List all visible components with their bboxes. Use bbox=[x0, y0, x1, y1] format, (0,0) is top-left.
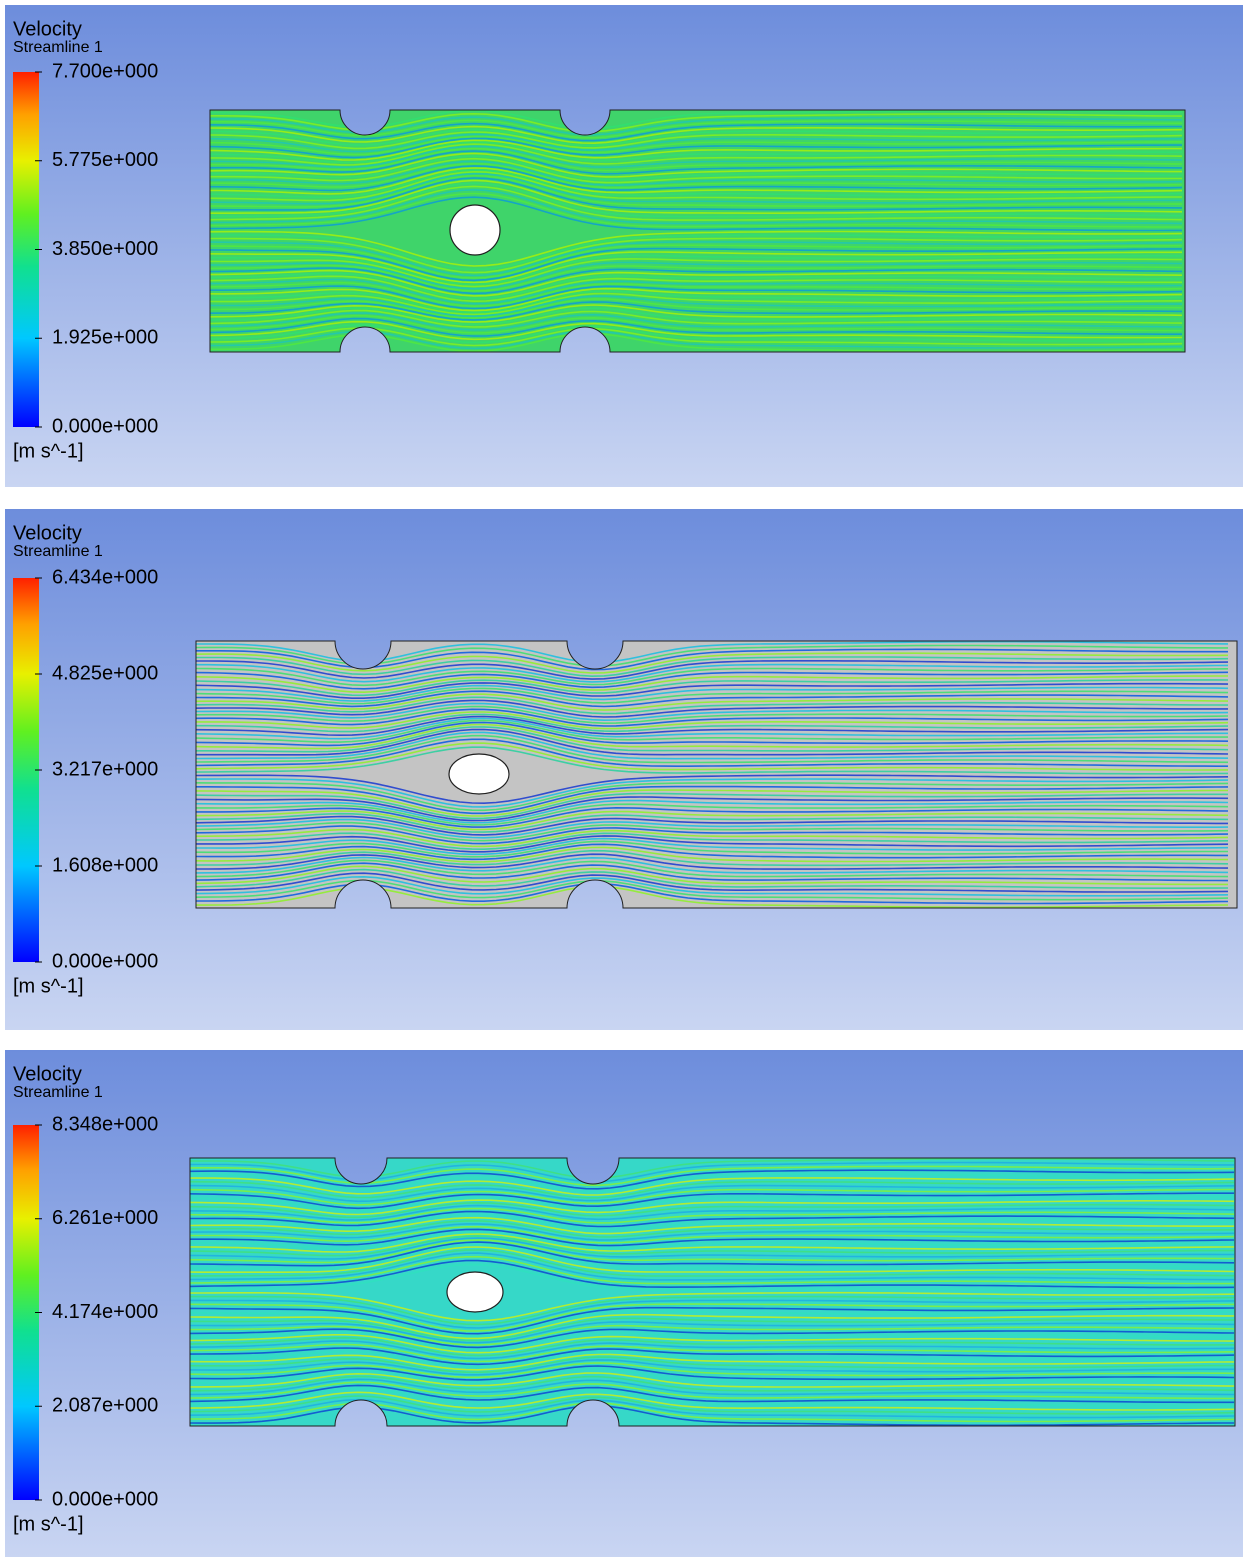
legend-unit: [m s^-1] bbox=[13, 975, 84, 997]
panel: VelocityStreamline 1 7.700e+000 5.775e+000… bbox=[5, 5, 1243, 487]
colorbar-label: 0.000e+000 bbox=[52, 415, 158, 437]
legend-subtitle: Streamline 1 bbox=[13, 39, 103, 56]
obstacle bbox=[447, 1272, 503, 1312]
page: {"panels": [ {"title": "Velocity", "subt… bbox=[0, 0, 1243, 1557]
colorbar-label: 0.000e+000 bbox=[52, 1488, 158, 1510]
legend-title: Velocity bbox=[13, 1063, 82, 1085]
colorbar-label: 5.775e+000 bbox=[52, 149, 158, 171]
obstacle bbox=[449, 754, 509, 794]
legend-subtitle: Streamline 1 bbox=[13, 543, 103, 560]
colorbar-label: 6.434e+000 bbox=[52, 566, 158, 588]
colorbar-label: 1.608e+000 bbox=[52, 854, 158, 876]
colorbar-label: 3.850e+000 bbox=[52, 238, 158, 260]
colorbar-label: 8.348e+000 bbox=[52, 1113, 158, 1135]
colorbar-label: 4.825e+000 bbox=[52, 662, 158, 684]
legend-title: Velocity bbox=[13, 18, 82, 40]
legend-unit: [m s^-1] bbox=[13, 1513, 84, 1535]
panel: VelocityStreamline 1 6.434e+000 4.825e+000… bbox=[5, 509, 1243, 1030]
colorbar-label: 2.087e+000 bbox=[52, 1395, 158, 1417]
obstacle bbox=[450, 205, 500, 255]
legend-unit: [m s^-1] bbox=[13, 440, 84, 462]
panel: VelocityStreamline 1 8.348e+000 6.261e+000… bbox=[5, 1050, 1243, 1557]
legend-title: Velocity bbox=[13, 522, 82, 544]
legend-subtitle: Streamline 1 bbox=[13, 1084, 103, 1101]
colorbar-label: 1.925e+000 bbox=[52, 327, 158, 349]
colorbar-label: 6.261e+000 bbox=[52, 1207, 158, 1229]
colorbar-label: 0.000e+000 bbox=[52, 950, 158, 972]
colorbar-label: 3.217e+000 bbox=[52, 758, 158, 780]
colorbar-label: 7.700e+000 bbox=[52, 60, 158, 82]
colorbar-label: 4.174e+000 bbox=[52, 1301, 158, 1323]
figure: VelocityStreamline 17.700e+0005.775e+000… bbox=[0, 0, 1243, 1557]
